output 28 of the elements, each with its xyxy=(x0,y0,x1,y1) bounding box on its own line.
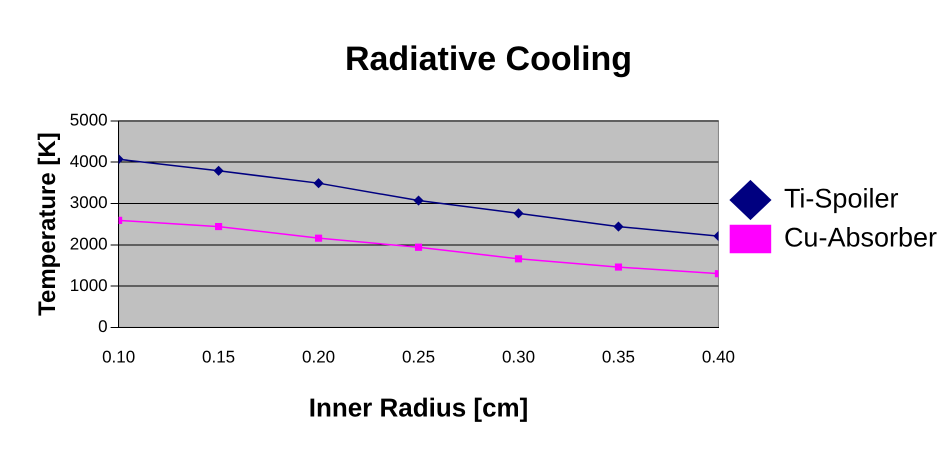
point xyxy=(414,196,424,206)
y-tick-label: 3000 xyxy=(70,193,108,212)
y-tick-label: 0 xyxy=(98,317,108,336)
point xyxy=(514,208,524,218)
legend-label: Ti-Spoiler xyxy=(784,183,898,214)
x-tick-label: 0.40 xyxy=(702,347,735,366)
chart-title: Radiative Cooling xyxy=(344,40,632,78)
x-tick-label: 0.10 xyxy=(102,347,136,366)
point xyxy=(614,263,622,271)
point xyxy=(514,255,522,262)
y-tick-label: 1000 xyxy=(70,276,108,295)
y-tick-label: 2000 xyxy=(70,234,108,254)
x-tick-label: 0.20 xyxy=(302,347,336,366)
point xyxy=(314,178,324,188)
x-tick-label: 0.15 xyxy=(202,347,236,366)
point xyxy=(215,223,222,230)
y-axis-title: Temperature [K] xyxy=(34,132,62,316)
point xyxy=(214,166,224,176)
x-tick-label: 0.30 xyxy=(502,347,536,366)
legend-label: Cu-Absorber xyxy=(784,222,938,252)
point xyxy=(614,222,624,232)
y-tick-label: 5000 xyxy=(70,110,108,130)
y-tick-label: 4000 xyxy=(70,152,108,171)
x-axis-title: Inner Radius [cm] xyxy=(308,392,528,423)
point xyxy=(314,234,322,242)
point xyxy=(414,244,422,251)
x-tick-label: 0.25 xyxy=(402,347,436,366)
x-tick-label: 0.35 xyxy=(602,347,636,366)
